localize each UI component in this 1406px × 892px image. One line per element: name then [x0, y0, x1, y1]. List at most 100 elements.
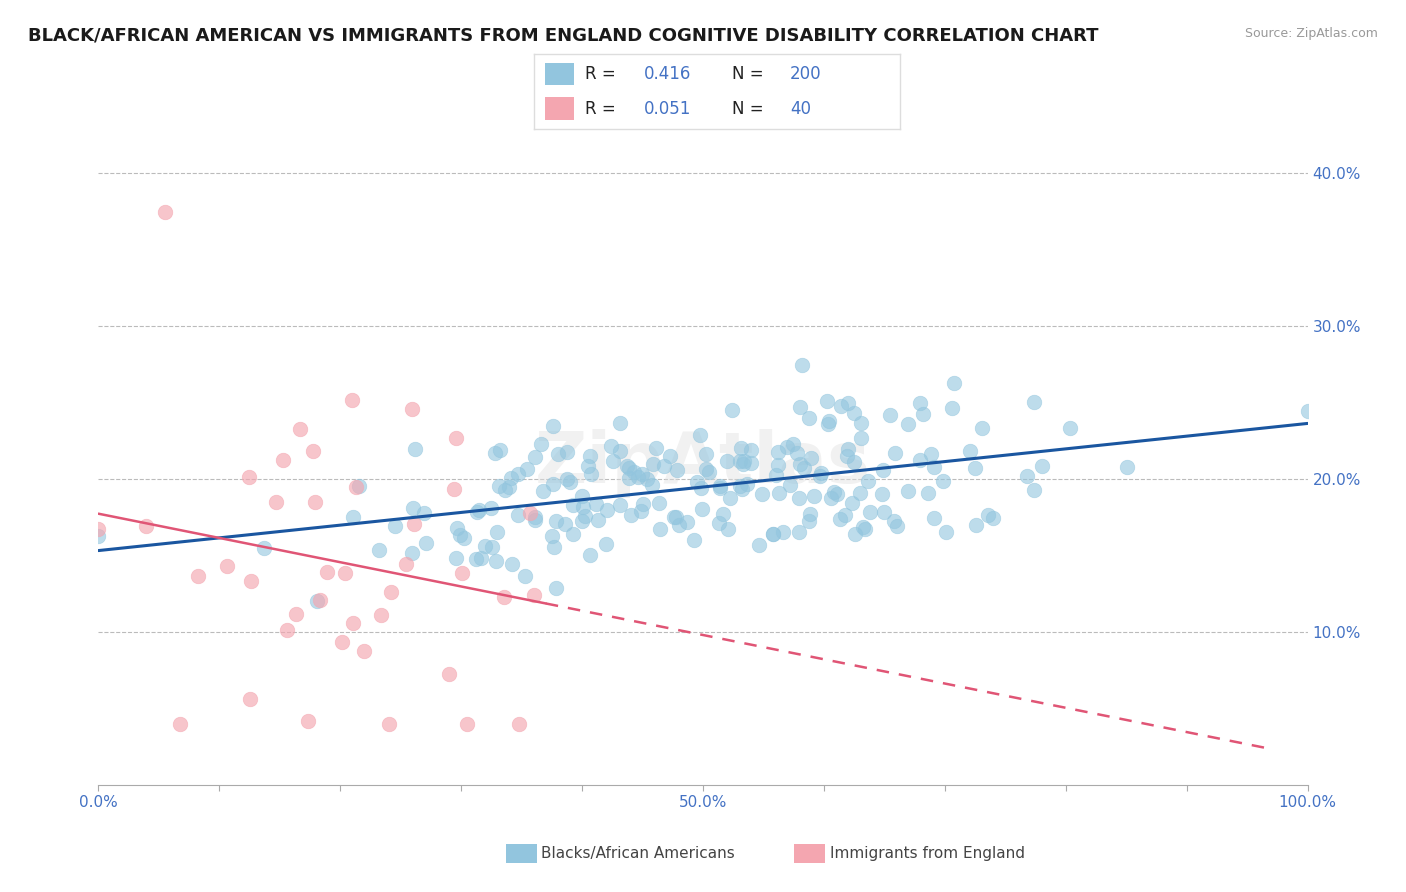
Point: [815, 393, 838, 408]
Point: [1059, 421, 1081, 435]
Point: [494, 590, 516, 604]
Point: [1031, 458, 1053, 473]
Point: [981, 510, 1004, 524]
Point: [395, 557, 418, 571]
Point: [690, 481, 713, 495]
Point: [271, 452, 294, 467]
Point: [415, 535, 437, 549]
Point: [721, 402, 744, 417]
Point: [600, 439, 623, 453]
Point: [793, 461, 815, 475]
Point: [859, 505, 882, 519]
Point: [830, 400, 852, 414]
Point: [380, 584, 402, 599]
Point: [468, 502, 491, 516]
Point: [830, 512, 852, 526]
Point: [908, 396, 931, 410]
Point: [782, 436, 804, 450]
Text: 200: 200: [790, 65, 821, 83]
Point: [485, 525, 508, 540]
Point: [579, 548, 602, 562]
Point: [574, 509, 596, 524]
Point: [789, 400, 811, 414]
Point: [288, 421, 311, 435]
Point: [544, 582, 567, 596]
Point: [494, 483, 516, 497]
Point: [686, 475, 709, 489]
Point: [344, 480, 367, 494]
Point: [935, 525, 957, 540]
Point: [87, 529, 110, 543]
Point: [630, 504, 652, 518]
Point: [523, 588, 546, 602]
Point: [404, 442, 426, 456]
Point: [800, 451, 823, 466]
Point: [453, 531, 475, 545]
Point: [506, 508, 529, 522]
Point: [690, 501, 713, 516]
Point: [965, 461, 987, 475]
Point: [135, 518, 157, 533]
Point: [942, 376, 965, 390]
Point: [557, 472, 579, 486]
Point: [333, 566, 356, 580]
Point: [668, 517, 690, 532]
Point: [856, 475, 879, 489]
Point: [285, 607, 308, 622]
Point: [586, 513, 609, 527]
Point: [456, 716, 478, 731]
Point: [239, 574, 262, 588]
Point: [786, 446, 808, 460]
Point: [922, 460, 945, 475]
Point: [787, 491, 810, 505]
Point: [775, 440, 797, 454]
Point: [297, 714, 319, 729]
Point: [609, 498, 631, 512]
Point: [342, 510, 364, 524]
Point: [481, 541, 503, 555]
Point: [709, 479, 731, 493]
Point: [886, 519, 908, 533]
Point: [437, 667, 460, 681]
Point: [884, 446, 907, 460]
Point: [965, 518, 987, 533]
Point: [1017, 469, 1039, 483]
Point: [554, 516, 576, 531]
Point: [187, 568, 209, 582]
Point: [524, 510, 547, 524]
Point: [837, 442, 859, 456]
Point: [501, 557, 523, 571]
Point: [585, 497, 607, 511]
Point: [571, 489, 593, 503]
Point: [834, 508, 856, 523]
Point: [825, 486, 848, 500]
Point: [1022, 483, 1045, 498]
Point: [844, 527, 866, 541]
Point: [883, 514, 905, 528]
Point: [733, 457, 755, 471]
Point: [519, 507, 541, 521]
Point: [451, 566, 474, 581]
Point: [446, 431, 468, 445]
Point: [384, 519, 406, 533]
Point: [849, 417, 872, 431]
Point: [665, 510, 688, 524]
Point: [731, 482, 754, 496]
Point: [402, 500, 425, 515]
Point: [662, 510, 685, 524]
Point: [631, 467, 654, 481]
Point: [576, 459, 599, 474]
Point: [627, 470, 650, 484]
Point: [347, 479, 370, 493]
Point: [799, 411, 821, 425]
Point: [717, 522, 740, 536]
Text: 40: 40: [790, 100, 811, 118]
Point: [484, 446, 506, 460]
Point: [716, 453, 738, 467]
Point: [697, 465, 720, 479]
Point: [713, 507, 735, 521]
Point: [779, 478, 801, 492]
Point: [474, 539, 496, 553]
Point: [546, 514, 568, 528]
Point: [792, 358, 814, 372]
